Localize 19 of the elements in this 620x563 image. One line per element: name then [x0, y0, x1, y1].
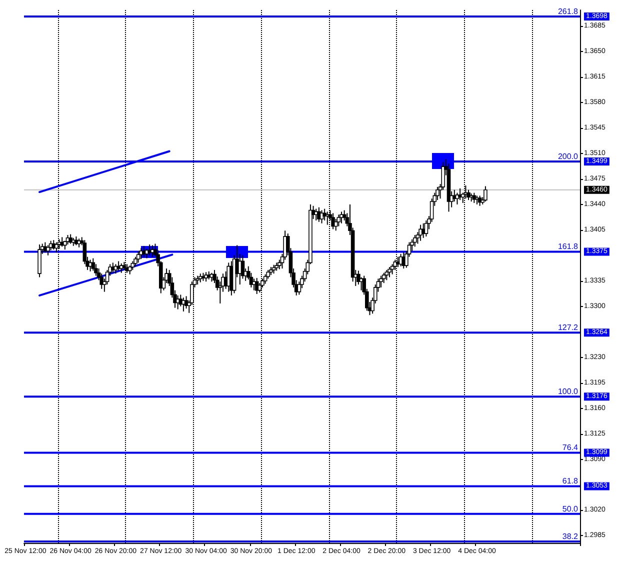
candlestick: [379, 275, 383, 288]
candlestick: [382, 272, 386, 284]
candlestick: [424, 220, 428, 237]
annotation: 38.2: [562, 532, 579, 542]
candlestick: [388, 266, 392, 278]
annotation: 161.8: [558, 242, 579, 252]
candlestick: [334, 218, 338, 232]
annotation: 100.0: [558, 387, 579, 396]
annotation: 50.0: [562, 504, 579, 514]
candlestick: [384, 269, 389, 281]
annotation: 261.8: [558, 7, 579, 16]
candlestick: [484, 186, 488, 202]
candlestick: [412, 234, 417, 248]
annotation: 200.0: [558, 152, 579, 161]
candlestick: [336, 214, 341, 227]
annotation: 76.4: [562, 443, 579, 452]
annotation: 61.8: [562, 476, 579, 486]
candlestick: [204, 272, 208, 282]
annotation: 127.2: [558, 323, 579, 332]
